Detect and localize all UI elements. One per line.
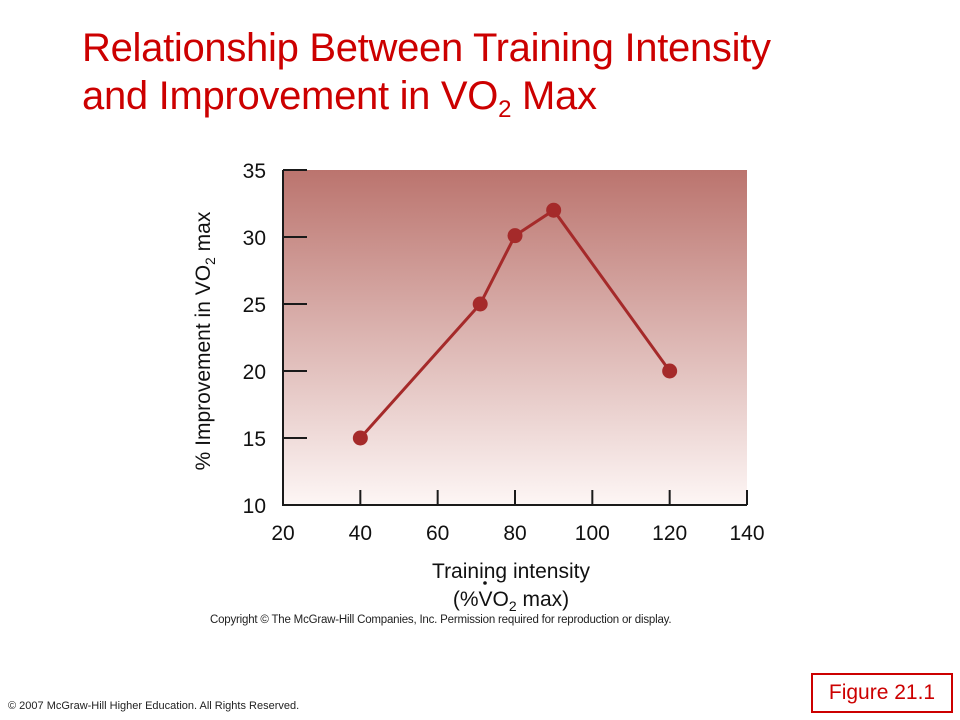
y-tick-label: 25 xyxy=(243,294,266,317)
y-tick-label: 15 xyxy=(243,428,266,451)
y-tick-label: 35 xyxy=(243,160,266,183)
title-line-1: Relationship Between Training Intensity xyxy=(82,26,771,70)
footer-copyright: © 2007 McGraw-Hill Higher Education. All… xyxy=(8,700,300,712)
y-axis-title: % Improvement in VO2 max xyxy=(192,211,218,470)
x-axis-title: Training intensity xyxy=(432,560,590,583)
y-tick-label: 30 xyxy=(243,227,266,250)
data-point xyxy=(546,202,562,218)
x-tick-label: 40 xyxy=(349,522,372,545)
y-tick-label: 10 xyxy=(243,495,266,518)
x-tick-label: 80 xyxy=(503,522,526,545)
title-line-2-text: and Improvement in VO xyxy=(82,74,499,118)
plot-area xyxy=(283,170,747,505)
data-point xyxy=(352,430,368,446)
x-tick-label: 100 xyxy=(575,522,610,545)
vdot-mark xyxy=(483,581,487,585)
figure-label: Figure 21.1 xyxy=(811,673,953,713)
data-point xyxy=(662,363,678,379)
slide-title: Relationship Between Training Intensity … xyxy=(82,24,771,123)
y-tick-label: 20 xyxy=(243,361,266,384)
title-line-2: and Improvement in VO2 Max xyxy=(82,72,771,123)
x-tick-label: 140 xyxy=(729,522,764,545)
data-point xyxy=(507,228,523,244)
x-tick-label: 20 xyxy=(271,522,294,545)
x-axis-title-units: (%VO2 max) xyxy=(453,588,569,614)
title-subscript: 2 xyxy=(498,96,512,123)
x-tick-label: 120 xyxy=(652,522,687,545)
data-point xyxy=(472,296,488,312)
title-line-2-suffix: Max xyxy=(511,74,597,118)
figure-copyright: Copyright © The McGraw-Hill Companies, I… xyxy=(210,614,672,626)
x-tick-label: 60 xyxy=(426,522,449,545)
